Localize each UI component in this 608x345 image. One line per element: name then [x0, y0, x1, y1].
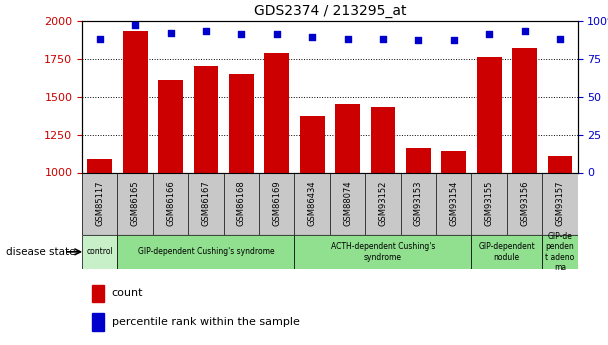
Bar [117, 235, 294, 269]
Bar [88, 159, 112, 172]
Bar [300, 116, 325, 172]
Point [307, 34, 317, 40]
Text: GSM86166: GSM86166 [166, 181, 175, 226]
Bar [92, 285, 105, 302]
Text: control: control [86, 247, 113, 256]
Point [166, 30, 176, 36]
Text: GSM86167: GSM86167 [201, 181, 210, 226]
Bar [229, 74, 254, 172]
Bar [92, 313, 105, 331]
Point [413, 38, 423, 43]
Bar [471, 235, 542, 269]
Text: GIP-dependent Cushing's syndrome: GIP-dependent Cushing's syndrome [137, 247, 274, 256]
Text: GIP-dependent
nodule: GIP-dependent nodule [478, 242, 535, 262]
Bar [542, 235, 578, 269]
Bar [158, 80, 183, 172]
Text: disease state: disease state [6, 247, 75, 257]
Text: GSM93152: GSM93152 [378, 181, 387, 226]
Text: GSM93153: GSM93153 [414, 181, 423, 226]
Text: GSM93157: GSM93157 [555, 181, 564, 226]
Bar [193, 66, 218, 172]
Point [378, 36, 388, 42]
Bar [82, 235, 117, 269]
Bar [406, 148, 430, 172]
Point [449, 38, 458, 43]
Point [343, 36, 353, 42]
Text: GIP-de
penden
t adeno
ma: GIP-de penden t adeno ma [545, 232, 575, 272]
Text: GSM86169: GSM86169 [272, 181, 282, 226]
Bar [548, 156, 572, 172]
Point [520, 29, 530, 34]
Text: GSM93155: GSM93155 [485, 181, 494, 226]
Text: GSM88074: GSM88074 [343, 181, 352, 226]
Point [484, 32, 494, 37]
Bar [264, 52, 289, 172]
Title: GDS2374 / 213295_at: GDS2374 / 213295_at [254, 4, 406, 18]
Point [95, 36, 105, 42]
Text: GSM86168: GSM86168 [237, 181, 246, 226]
Text: GSM86434: GSM86434 [308, 181, 317, 226]
Bar [477, 57, 502, 172]
Text: count: count [112, 288, 143, 298]
Bar [370, 107, 395, 172]
Point [201, 29, 211, 34]
Text: percentile rank within the sample: percentile rank within the sample [112, 317, 300, 327]
Point [555, 36, 565, 42]
Bar [294, 235, 471, 269]
Bar [335, 104, 360, 172]
Bar [441, 151, 466, 172]
Point [272, 32, 282, 37]
Text: GSM85117: GSM85117 [95, 181, 105, 226]
Point [130, 22, 140, 28]
Text: GSM93154: GSM93154 [449, 181, 458, 226]
Text: ACTH-dependent Cushing's
syndrome: ACTH-dependent Cushing's syndrome [331, 242, 435, 262]
Bar [512, 48, 537, 172]
Text: GSM93156: GSM93156 [520, 181, 529, 226]
Point [237, 32, 246, 37]
Text: GSM86165: GSM86165 [131, 181, 140, 226]
Bar [123, 31, 148, 173]
